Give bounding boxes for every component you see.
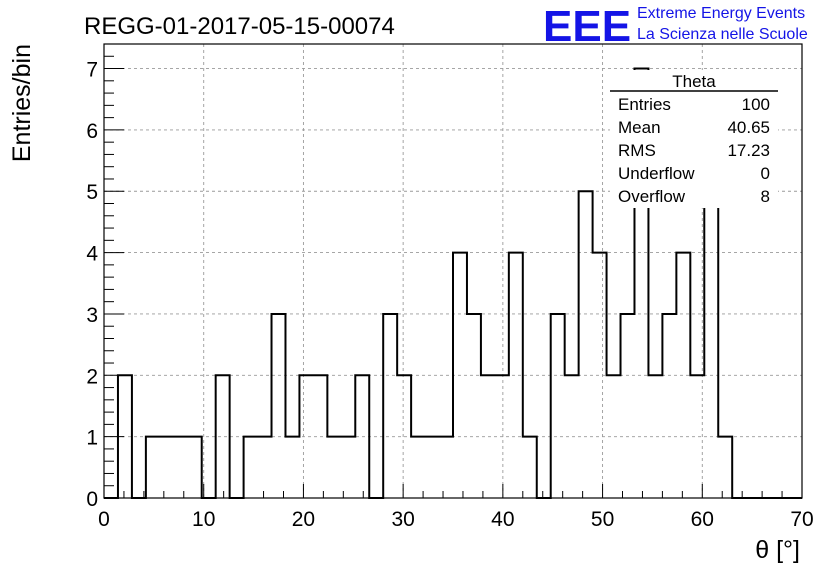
x-tick-label: 0 — [98, 508, 110, 531]
stats-value-rms: 17.23 — [727, 141, 770, 160]
y-tick-label: 0 — [86, 488, 98, 511]
x-tick-label: 70 — [790, 508, 813, 531]
y-tick-label: 5 — [86, 181, 98, 204]
histogram-bin — [327, 437, 341, 498]
eee-logo-line1: Extreme Energy Events — [637, 5, 805, 22]
eee-logo-text: EEE — [543, 2, 631, 51]
stats-label-overflow: Overflow — [618, 187, 686, 206]
stats-value-entries: 100 — [742, 95, 770, 114]
y-tick-label: 4 — [86, 243, 98, 266]
histogram-bin — [439, 437, 453, 498]
stats-label-entries: Entries — [618, 95, 671, 114]
histogram-bin — [299, 375, 313, 498]
y-tick-label: 2 — [86, 365, 98, 388]
eee-logo: EEE Extreme Energy Events La Scienza nel… — [543, 2, 808, 51]
y-axis-label: Entries/bin — [8, 44, 36, 162]
stats-label-rms: RMS — [618, 141, 656, 160]
stats-box-background — [610, 70, 778, 208]
x-tick-label: 20 — [292, 508, 315, 531]
stats-box: Theta Entries 100 Mean 40.65 RMS 17.23 U… — [610, 70, 778, 208]
x-tick-label: 40 — [491, 508, 514, 531]
histogram-bin — [272, 314, 286, 498]
histogram-bin — [551, 314, 565, 498]
histogram-bin — [383, 314, 397, 498]
stats-value-underflow: 0 — [761, 164, 770, 183]
histogram-bin — [621, 314, 635, 498]
x-tick-label: 10 — [192, 508, 215, 531]
axis-ticks: 0 10 20 30 40 50 60 70 0 1 2 3 4 5 6 7 — [86, 55, 814, 531]
stats-label-mean: Mean — [618, 118, 661, 137]
histogram-bin — [425, 437, 439, 498]
y-tick-label: 6 — [86, 120, 98, 143]
histogram-bin — [188, 437, 202, 498]
histogram-bin — [216, 375, 230, 498]
histogram-bin — [523, 437, 537, 498]
stats-label-underflow: Underflow — [618, 164, 695, 183]
histogram-bin — [285, 437, 299, 498]
histogram-bin — [718, 437, 732, 498]
stats-title: Theta — [672, 72, 716, 91]
plot-frame — [103, 43, 803, 499]
histogram-bin — [341, 437, 355, 498]
x-axis-label: θ [°] — [755, 536, 800, 564]
stats-value-overflow: 8 — [761, 187, 770, 206]
histogram-outline — [104, 67, 802, 499]
y-tick-label: 1 — [86, 427, 98, 450]
eee-logo-line2: La Scienza nelle Scuole — [637, 26, 808, 43]
y-tick-label: 3 — [86, 304, 98, 327]
histogram-bin — [174, 437, 188, 498]
histogram-bin — [258, 437, 272, 498]
x-tick-label: 30 — [391, 508, 414, 531]
stats-value-mean: 40.65 — [727, 118, 770, 137]
x-tick-label: 60 — [691, 508, 714, 531]
histogram-bin — [579, 191, 593, 498]
histogram-bin — [244, 437, 258, 498]
histogram-bin — [704, 191, 718, 498]
x-tick-label: 50 — [591, 508, 614, 531]
histogram-bin — [160, 437, 174, 498]
histogram-bin — [467, 314, 481, 498]
histogram-bin — [411, 437, 425, 498]
histogram-bin — [146, 437, 160, 498]
chart-title: REGG-01-2017-05-15-00074 — [84, 13, 395, 40]
y-tick-label: 7 — [86, 59, 98, 82]
histogram-series — [104, 67, 802, 499]
histogram-bin — [662, 314, 676, 498]
